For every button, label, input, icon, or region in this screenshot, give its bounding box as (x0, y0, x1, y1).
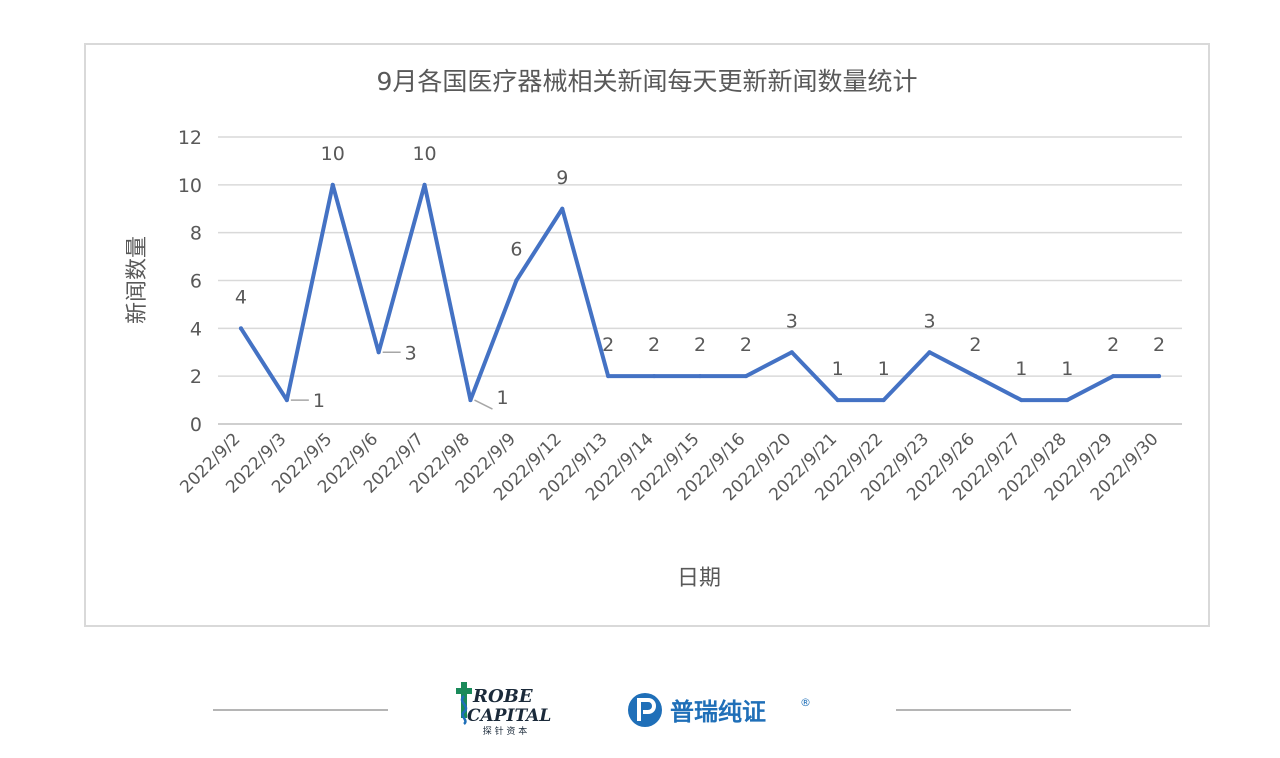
data-point (698, 374, 702, 379)
data-point (560, 206, 565, 211)
data-point (743, 374, 748, 379)
data-label: 2 (740, 334, 752, 356)
data-label: 3 (923, 310, 935, 332)
data-label: 10 (321, 143, 345, 165)
data-point (881, 398, 886, 403)
data-label: 2 (1153, 334, 1165, 356)
data-point (789, 350, 794, 355)
data-point (1065, 398, 1070, 403)
data-label: 2 (694, 334, 706, 356)
data-label: 2 (602, 334, 614, 356)
data-point (422, 182, 427, 187)
data-point (514, 278, 519, 283)
data-label-leader (474, 399, 493, 410)
data-label: 2 (1107, 334, 1119, 356)
data-label: 1 (1061, 358, 1073, 380)
data-label: 2 (648, 334, 660, 356)
data-point (284, 398, 289, 403)
chart-title: 9月各国医疗器械相关新闻每天更新新闻数量统计 (377, 67, 918, 96)
x-axis-ticks: 2022/9/22022/9/32022/9/52022/9/62022/9/7… (176, 429, 1162, 505)
data-label: 4 (235, 286, 247, 308)
data-point (973, 374, 978, 379)
data-label: 6 (510, 239, 522, 261)
y-axis-label: 新闻数量 (125, 236, 150, 324)
y-tick-label: 10 (178, 175, 202, 197)
data-point (1157, 374, 1162, 379)
data-label: 1 (1015, 358, 1027, 380)
probe-capital-logo: ROBE CAPITAL 探 针 资 本 (456, 682, 551, 737)
series-layer (238, 182, 1162, 403)
puri-logo-reg: ® (800, 696, 811, 709)
data-point (835, 398, 840, 403)
data-label: 2 (969, 334, 981, 356)
data-point (330, 182, 335, 187)
data-label: 9 (556, 167, 568, 189)
data-label: 1 (832, 358, 844, 380)
puri-logo-text: 普瑞纯证 (670, 698, 766, 726)
data-point (652, 374, 657, 379)
footer-divider-right (896, 709, 1071, 711)
grid-layer (218, 136, 1182, 425)
y-tick-label: 0 (190, 414, 202, 436)
data-label: 1 (496, 387, 508, 409)
chart-frame (84, 43, 1210, 627)
data-label: 1 (878, 358, 890, 380)
data-point (468, 398, 473, 403)
data-point (927, 350, 932, 355)
x-axis-label: 日期 (677, 566, 721, 591)
y-tick-label: 4 (190, 318, 202, 340)
footer-divider-left (213, 709, 388, 711)
probe-caduceus-icon (456, 682, 472, 725)
data-point (606, 374, 611, 379)
y-tick-label: 12 (178, 127, 202, 149)
data-point (1111, 374, 1116, 379)
data-point (376, 350, 381, 355)
y-axis-ticks: 0 2 4 6 8 10 12 (178, 127, 202, 436)
y-tick-label: 8 (190, 223, 202, 245)
data-label: 3 (405, 342, 417, 364)
y-tick-label: 2 (190, 366, 202, 388)
data-point (1019, 398, 1024, 403)
puri-logo: 普瑞纯证 ® (628, 693, 811, 727)
data-label: 10 (412, 143, 436, 165)
probe-logo-line1: ROBE (472, 686, 533, 707)
data-label: 3 (786, 310, 798, 332)
y-tick-label: 6 (190, 271, 202, 293)
data-label: 1 (313, 390, 325, 412)
data-point (238, 326, 243, 331)
puri-p-icon (628, 693, 662, 727)
probe-logo-line2: CAPITAL (467, 706, 551, 726)
probe-logo-cn: 探 针 资 本 (483, 725, 528, 737)
